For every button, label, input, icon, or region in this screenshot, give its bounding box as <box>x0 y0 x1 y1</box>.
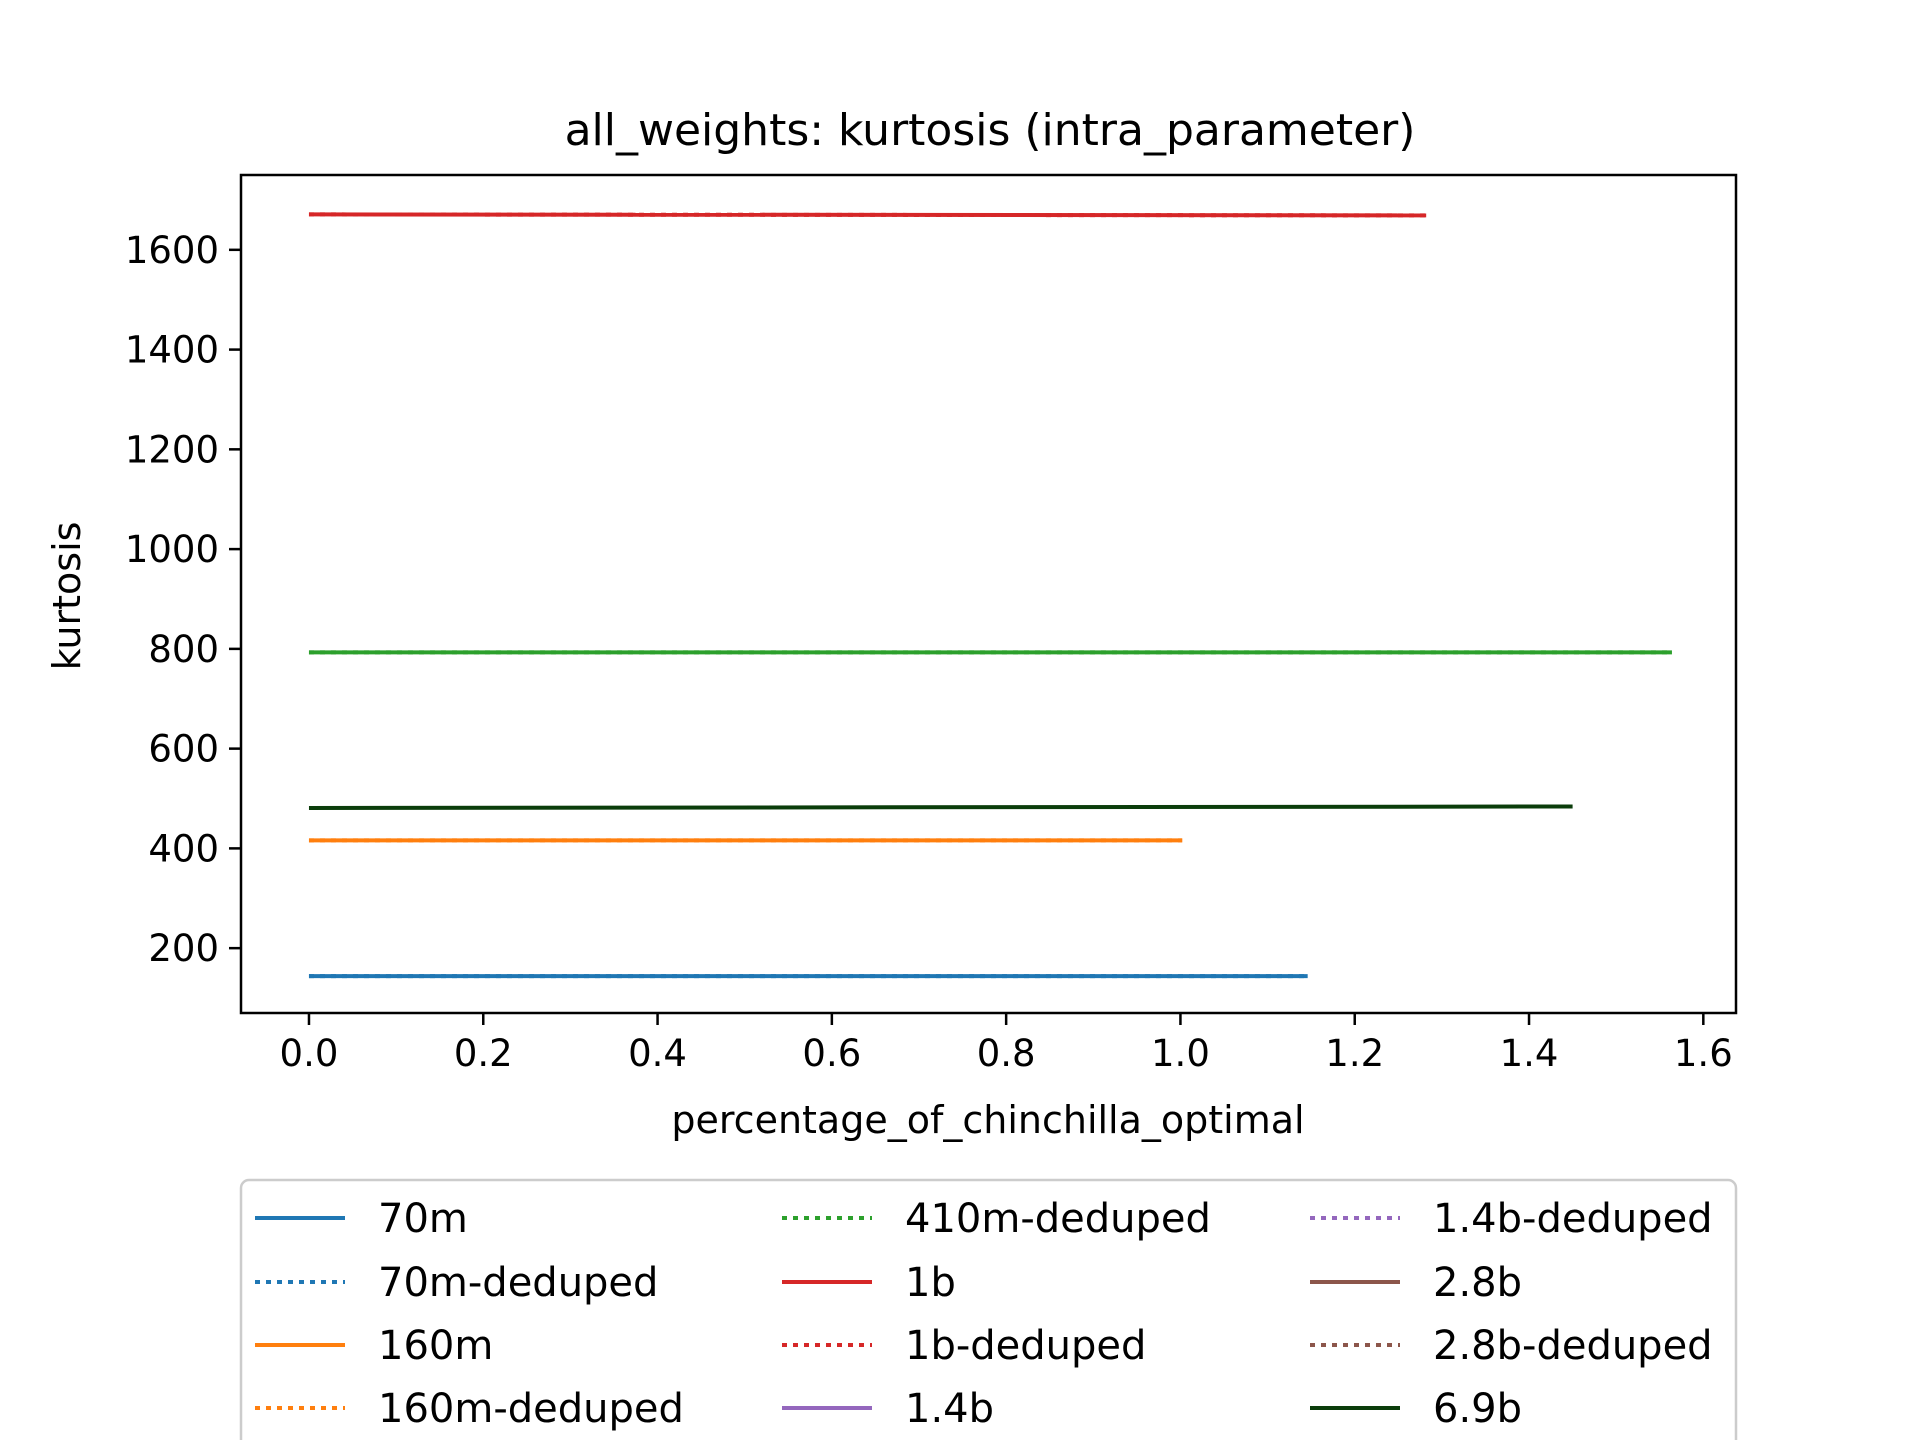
y-tick-label: 600 <box>148 728 219 771</box>
legend-label-410m-deduped: 410m-deduped <box>905 1196 1211 1242</box>
y-tick-label: 1600 <box>125 229 219 272</box>
x-tick-label: 0.6 <box>802 1032 861 1075</box>
y-tick-label: 1400 <box>125 329 219 372</box>
x-axis: 0.0 0.2 0.4 0.6 0.8 1.0 1.2 1.4 1.6 <box>280 1013 1733 1075</box>
y-axis: 200 400 600 800 1000 1200 1400 1600 <box>125 229 241 970</box>
legend: 70m 70m-deduped 160m 160m-deduped 410m-dedup… <box>255 1196 1713 1432</box>
legend-label-160m: 160m <box>378 1323 493 1369</box>
legend-label-2.8b-deduped: 2.8b-deduped <box>1433 1323 1713 1369</box>
x-axis-label: percentage_of_chinchilla_optimal <box>671 1098 1304 1142</box>
y-tick-label: 800 <box>148 628 219 671</box>
legend-label-160m-deduped: 160m-deduped <box>378 1386 684 1432</box>
legend-label-1.4b: 1.4b <box>905 1386 994 1432</box>
x-tick-label: 0.8 <box>977 1032 1036 1075</box>
y-tick-label: 200 <box>148 927 219 970</box>
series-line-1b <box>308 212 1427 218</box>
x-tick-label: 0.0 <box>280 1032 339 1075</box>
legend-box <box>239 1178 1738 1440</box>
y-tick-label: 1200 <box>125 428 219 471</box>
legend-label-1b: 1b <box>905 1260 956 1306</box>
legend-label-2.8b: 2.8b <box>1433 1260 1522 1306</box>
legend-label-70m: 70m <box>378 1196 468 1242</box>
x-tick-label: 0.4 <box>628 1032 687 1075</box>
y-tick-label: 1000 <box>125 528 219 571</box>
legend-label-70m-deduped: 70m-deduped <box>378 1260 658 1306</box>
series-line-6.9b <box>308 804 1573 810</box>
y-tick-label: 400 <box>148 827 219 870</box>
y-axis-label: kurtosis <box>45 522 89 671</box>
x-tick-label: 1.0 <box>1151 1032 1210 1075</box>
legend-label-6.9b: 6.9b <box>1433 1386 1522 1432</box>
x-tick-label: 1.4 <box>1500 1032 1559 1075</box>
plot-frame <box>239 173 1738 1015</box>
legend-label-1.4b-deduped: 1.4b-deduped <box>1433 1196 1713 1242</box>
legend-label-1b-deduped: 1b-deduped <box>905 1323 1146 1369</box>
x-tick-label: 0.2 <box>454 1032 513 1075</box>
plot-lines <box>308 212 1672 979</box>
x-tick-label: 1.6 <box>1674 1032 1733 1075</box>
chart-title: all_weights: kurtosis (intra_parameter) <box>565 105 1416 156</box>
x-tick-label: 1.2 <box>1325 1032 1384 1075</box>
